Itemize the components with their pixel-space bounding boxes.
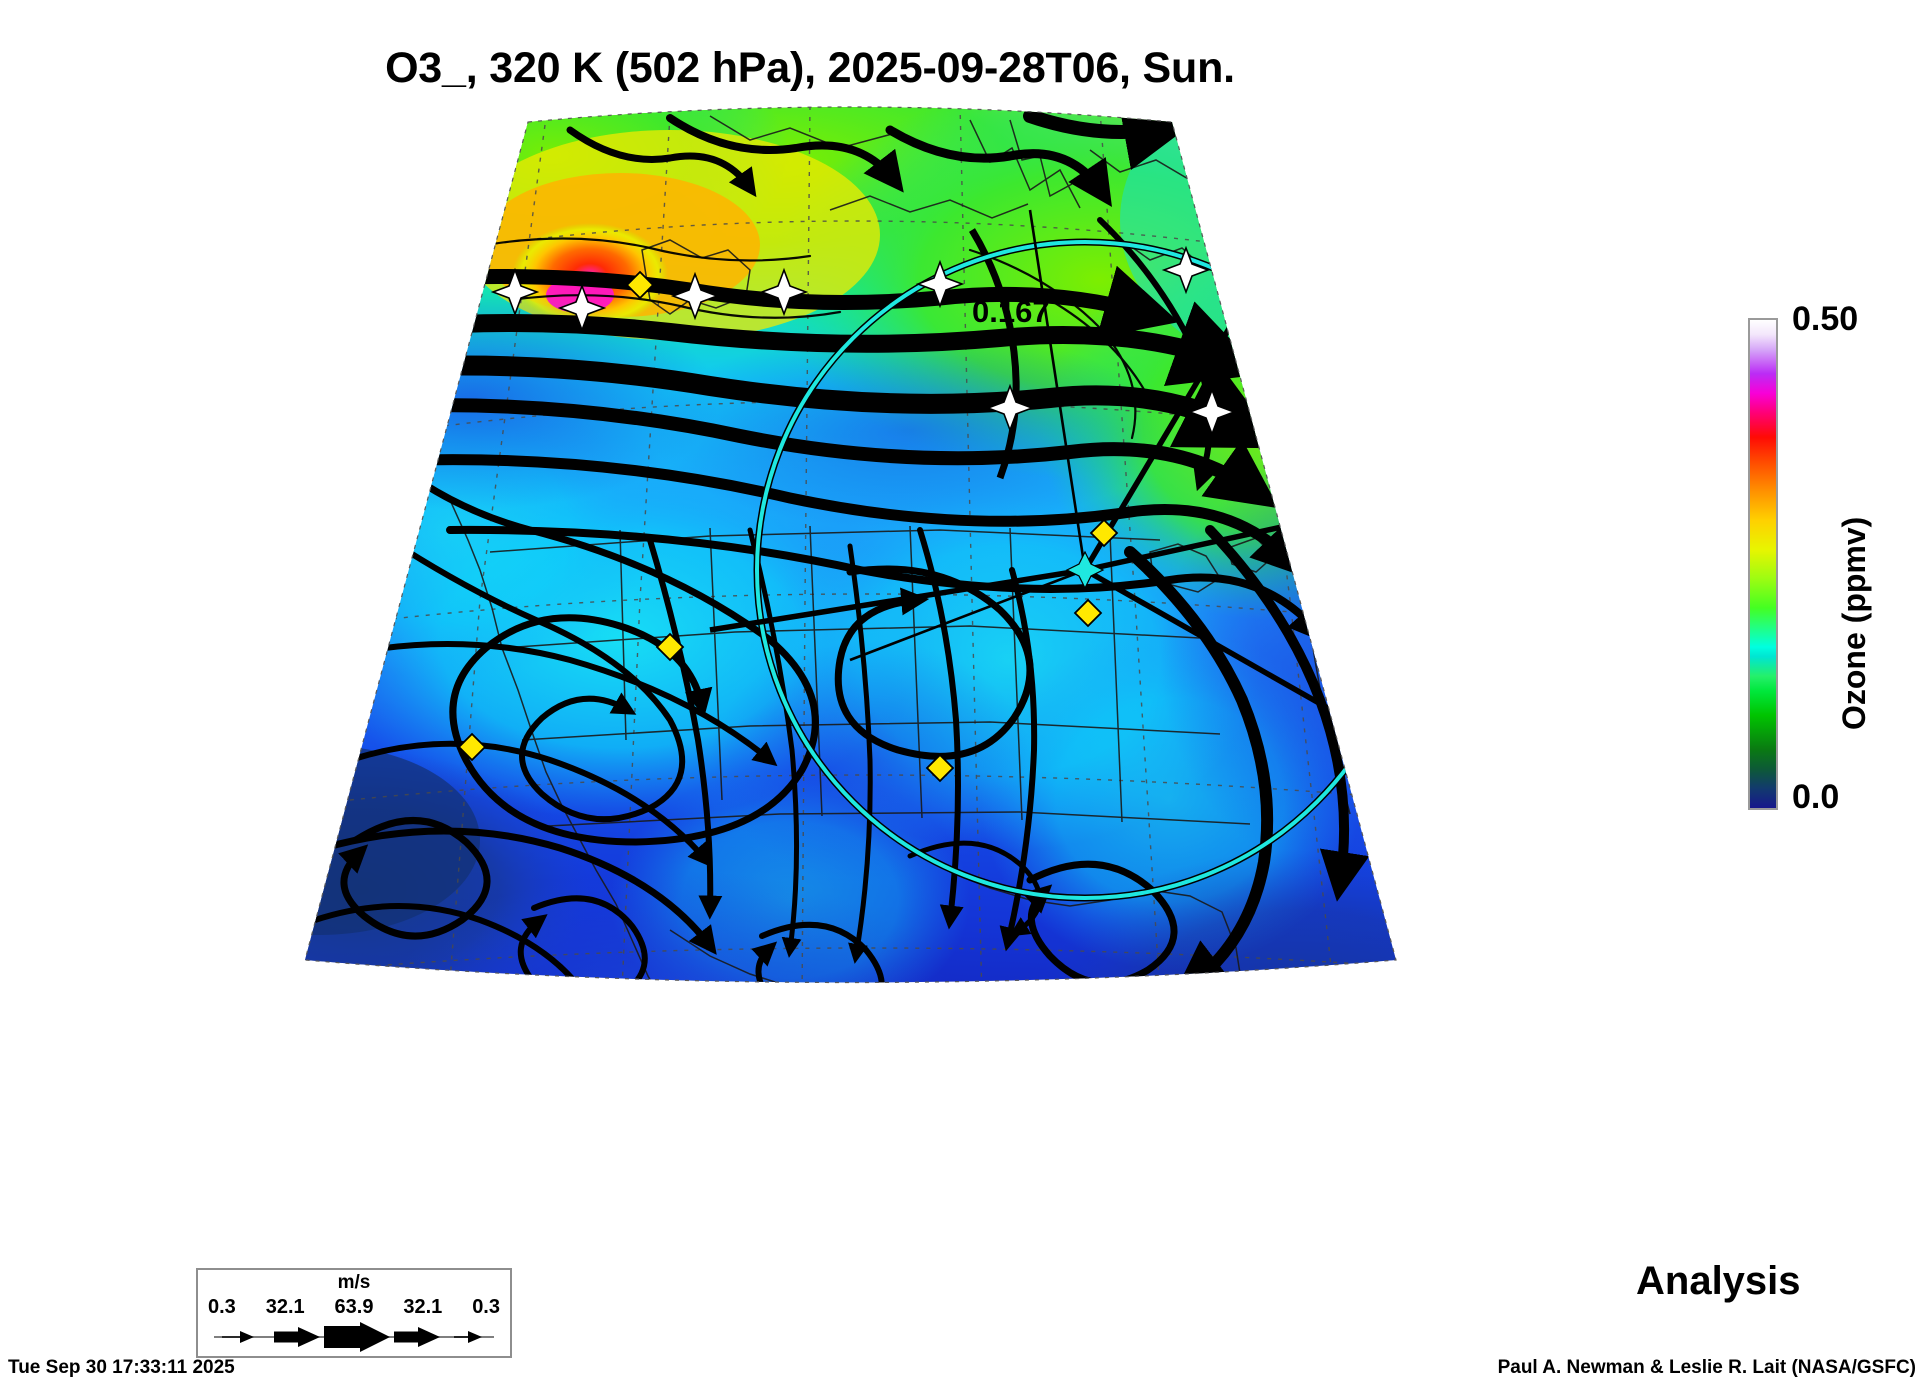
flight-range-circle [753, 238, 1396, 902]
ozone-map: 0.167 [304, 106, 1397, 984]
wind-tick-3: 32.1 [403, 1296, 443, 1318]
wind-streamlines [306, 107, 1396, 983]
site-markers[interactable] [457, 270, 1119, 783]
wind-tick-4: 0.3 [472, 1296, 500, 1318]
contour-label: 0.167 [972, 294, 1050, 329]
colorbar-gradient [1748, 318, 1778, 810]
footer-timestamp: Tue Sep 30 17:33:11 2025 [8, 1357, 235, 1378]
wind-tick-0: 0.3 [208, 1296, 236, 1318]
ozone-field: 0.167 [305, 107, 1396, 983]
colorbar-group: 0.50 0.0 Ozone (ppmv) [1740, 300, 1926, 830]
colorbar-min-label: 0.0 [1792, 778, 1840, 816]
analysis-label: Analysis [1636, 1259, 1801, 1303]
wind-speed-legend: m/s 0.3 32.1 63.9 32.1 0.3 [196, 1268, 512, 1358]
wind-legend-ticks: 0.3 32.1 63.9 32.1 0.3 [198, 1296, 510, 1319]
footer-credit: Paul A. Newman & Leslie R. Lait (NASA/GS… [1497, 1357, 1916, 1378]
colorbar-axis-label: Ozone (ppmv) [1836, 516, 1872, 730]
flight-radials-thin [849, 209, 1087, 662]
flight-base-marker[interactable] [1065, 550, 1105, 590]
wind-legend-units: m/s [337, 1272, 371, 1293]
map-panel: 0.167 [150, 100, 1550, 1050]
wind-tick-2: 63.9 [334, 1296, 374, 1318]
page-title: O3_, 320 K (502 hPa), 2025-09-28T06, Sun… [385, 44, 1235, 92]
colorbar-max-label: 0.50 [1792, 300, 1859, 338]
wind-legend-arrows [214, 1322, 494, 1352]
wind-tick-1: 32.1 [265, 1296, 305, 1318]
contour-0167-line [969, 228, 1020, 480]
